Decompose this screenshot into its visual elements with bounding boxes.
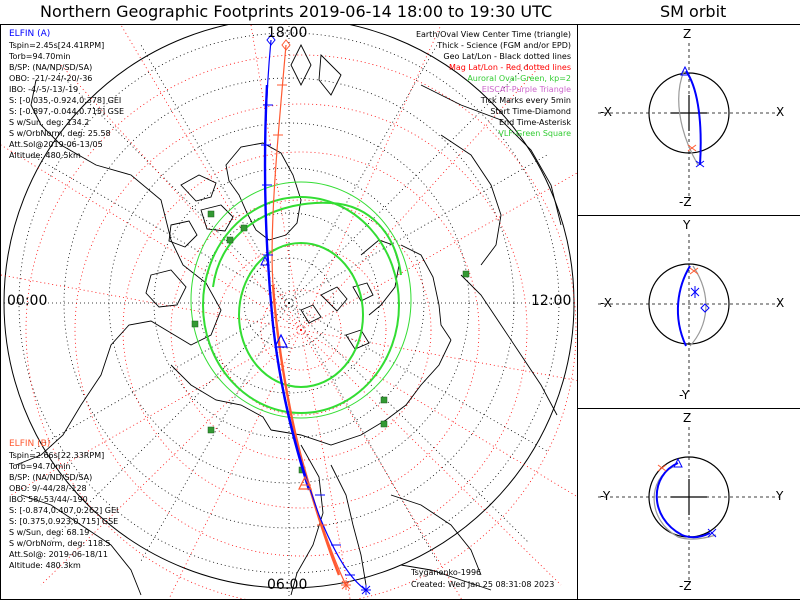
elfin-a-info: ELFIN (A) Tspin=2.45s[24.41RPM] Torb=94.… <box>9 29 124 161</box>
elfin-a-line: Altitude: 480.5km <box>9 151 81 160</box>
clock-label-left: 00:00 <box>7 293 48 309</box>
elfin-a-line: Tspin=2.45s[24.41RPM] <box>9 41 105 50</box>
elfin-a-end-asterisk <box>361 585 371 595</box>
legend-item: Thick - Science (FGM and/or EPD) <box>437 41 571 50</box>
clock-label-top: 18:00 <box>267 25 308 41</box>
sm-xz-svg <box>598 43 780 201</box>
polar-map-svg <box>1 25 577 599</box>
elfin-b-line: B/SP: (NA/ND/SD/SA) <box>9 473 93 482</box>
elfin-b-line: IBO: 58/-53/44/-190 <box>9 495 88 504</box>
sm-yz-bottom-label: -Z <box>679 579 692 593</box>
elfin-a-line: OBO: -21/-24/-20/-36 <box>9 74 93 83</box>
elfin-a-name: ELFIN (A) <box>9 29 51 39</box>
north-pole-marker <box>260 255 270 266</box>
elfin-a-line: S: [-0.035,-0.924,0.378] GEI <box>9 96 122 105</box>
elfin-a-line: S: [-0.897,-0.044,0.715] GSE <box>9 107 124 116</box>
elfin-b-track <box>271 44 347 586</box>
sm-panel-xy: Y -Y -X X <box>578 216 800 409</box>
legend-item: Geo Lat/Lon - Black dotted lines <box>443 52 571 61</box>
sm-xy-right-label: X <box>776 296 785 310</box>
elfin-b-line: Att.Sol@: 2019-06-18/11 <box>9 550 108 559</box>
elfin-a-ticks <box>261 104 355 576</box>
sm-xy-bottom-label: -Y <box>679 388 690 402</box>
elfin-b-line: S w/Sun, deg: 68.19 <box>9 528 90 537</box>
sm-xz-left-label: -X <box>600 105 612 119</box>
elfin-a-line: Att.Sol@2019-06-13/05 <box>9 140 103 149</box>
main-title: Northern Geographic Footprints 2019-06-1… <box>40 2 553 21</box>
elfin-b-line: S: [-0.874,0.407,0.262] GEI <box>9 506 119 515</box>
elfin-b-center-triangle <box>298 475 312 490</box>
sm-orbit-panel: Z -Z -X X Y -Y -X X <box>577 24 800 600</box>
sm-yz-top-label: Z <box>683 411 692 425</box>
sm-xy-left-label: -X <box>600 296 612 310</box>
sm-yz-svg <box>598 427 780 585</box>
legend-item: Earth/Oval View Center Time (triangle) <box>415 30 571 39</box>
elfin-a-line: S w/Sun, deg: 134.2 <box>9 118 90 127</box>
elfin-b-line: Torb=94.70min <box>9 462 71 471</box>
credit-created: Created: Wed Jan 25 08:31:08 2023 <box>411 580 555 589</box>
elfin-b-line: S w/OrbNorm, deg: 118.5 <box>9 539 111 548</box>
elfin-a-start-diamond <box>266 34 276 46</box>
elfin-b-line: OBO: 9/-44/28/-128 <box>9 484 87 493</box>
elfin-b-end-asterisk <box>341 580 351 590</box>
sm-xy-svg <box>598 234 780 392</box>
elfin-b-line: S: [0.375,0.923,0.715] GSE <box>9 517 119 526</box>
sm-xz-bottom-label: -Z <box>679 195 692 209</box>
elfin-a-center-triangle <box>274 333 288 348</box>
elfin-b-line: Tspin=2.66s[22.33RPM] <box>9 451 105 460</box>
elfin-b-info: ELFIN (B) Tspin=2.66s[22.33RPM] Torb=94.… <box>9 439 118 571</box>
sm-xz-right-label: X <box>776 105 785 119</box>
elfin-a-line: B/SP: (NA/ND/SD/SA) <box>9 63 93 72</box>
legend: Earth/Oval View Center Time (triangle) T… <box>416 29 571 139</box>
auroral-oval <box>202 196 402 414</box>
sm-yz-right-label: Y <box>776 489 784 503</box>
credit-author: Tsyganenko-1996 <box>411 568 482 577</box>
sm-panel-yz: Z -Z -Y Y <box>578 409 800 599</box>
sm-panel-xz: Z -Z -X X <box>578 25 800 216</box>
clock-label-right: 12:00 <box>531 293 572 309</box>
sm-yz-left-label: -Y <box>600 489 611 503</box>
elfin-b-name: ELFIN (B) <box>9 439 51 449</box>
sm-xy-top-label: Y <box>683 218 691 232</box>
elfin-a-line: IBO: -4/-5/-13/-19 <box>9 85 79 94</box>
elfin-a-line: Torb=94.70min <box>9 52 71 61</box>
coastline-south <box>20 494 492 596</box>
legend-item: Start Time-Diamond <box>490 107 571 116</box>
legend-item: VLF-Green Square <box>498 129 571 138</box>
elfin-a-track <box>263 39 367 591</box>
auroral-oval-outer <box>190 181 412 419</box>
legend-item: EISCAT-Purple Triangle <box>481 85 571 94</box>
clock-label-bottom: 06:00 <box>267 577 308 593</box>
legend-item: Tick Marks every 5min <box>480 96 571 105</box>
elfin-b-line: Altitude: 480.3km <box>9 561 81 570</box>
legend-item: Auroral Oval-Green, kp=2 <box>467 74 571 83</box>
sm-orbit-title: SM orbit <box>660 2 727 21</box>
geo-lon-grid <box>1 25 577 599</box>
legend-item: End Time-Asterisk <box>498 118 571 127</box>
legend-item: Mag Lat/Lon - Red dotted lines <box>448 63 571 72</box>
elfin-b-start-diamond <box>281 39 291 51</box>
footprint-map-panel: 18:00 00:00 12:00 06:00 ELFIN (A) Tspin=… <box>0 24 578 600</box>
sm-xz-top-label: Z <box>683 27 692 41</box>
elfin-a-line: S w/OrbNorm, deg: 25.58 <box>9 129 111 138</box>
